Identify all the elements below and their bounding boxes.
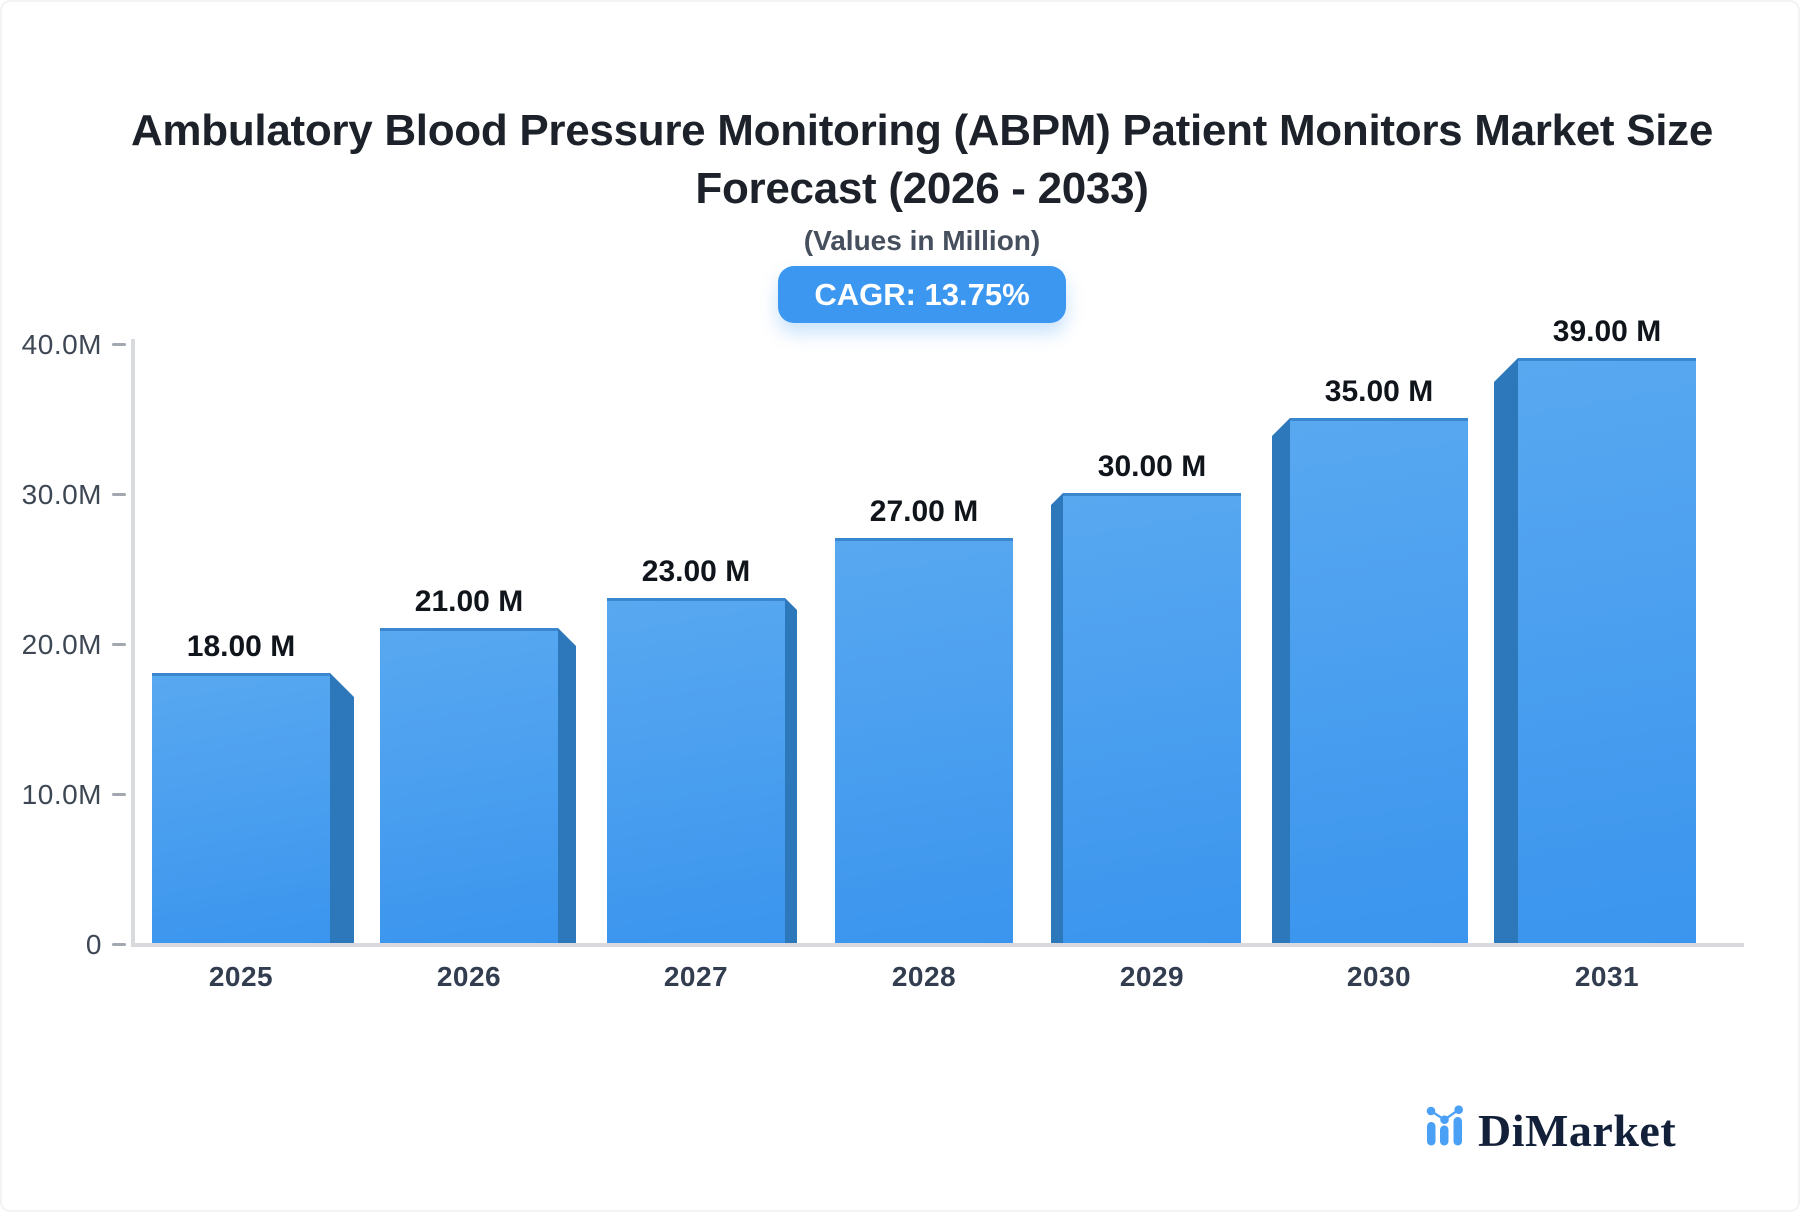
y-axis-tick [112,793,126,796]
bar-2028[interactable] [835,538,1013,943]
bar-2029[interactable] [1063,493,1241,943]
bar-value-label: 39.00 M [1552,315,1662,348]
bar-2027[interactable] [607,598,785,943]
dimarket-logo-text: DiMarket [1478,1105,1677,1156]
x-axis-label: 2030 [1346,961,1412,992]
bar-chart-with-trendline-icon [1426,1105,1463,1146]
cagr-badge: CAGR: 13.75% [778,266,1066,323]
x-axis-label: 2026 [436,961,502,992]
y-axis-label: 20.0M [21,629,102,660]
chart-header: Ambulatory Blood Pressure Monitoring (AB… [46,102,1798,323]
bar-2031[interactable] [1518,358,1696,943]
chart-subtitle: (Values in Million) [803,225,1041,256]
x-axis-label: 2029 [1119,961,1185,992]
dimarket-logo: DiMarket [1425,1100,1676,1154]
bar-value-label: 30.00 M [1097,450,1207,483]
bar-value-label: 21.00 M [414,585,524,618]
bar-value-label: 27.00 M [869,495,979,528]
x-axis-label: 2031 [1574,961,1640,992]
bar-side-face [1051,493,1063,943]
y-axis-tick [112,343,126,346]
bar-value-label: 18.00 M [186,630,296,663]
bar-side-face [330,673,354,943]
y-axis-label: 0 [85,929,102,960]
bar-side-face [1272,418,1290,943]
y-axis-tick [112,493,126,496]
chart-title: Ambulatory Blood Pressure Monitoring (AB… [46,102,1798,218]
x-axis-label: 2028 [891,961,957,992]
chart-title-line1: Ambulatory Blood Pressure Monitoring (AB… [130,106,1714,155]
x-axis-label: 2027 [663,961,729,992]
y-axis-label: 30.0M [21,479,102,510]
y-axis-label: 40.0M [21,329,102,360]
x-axis-line [131,943,1744,947]
bar-side-face [785,598,797,943]
y-axis-tick [112,943,126,946]
bar-value-label: 35.00 M [1324,375,1434,408]
chart-title-line2: Forecast (2026 - 2033) [695,164,1149,213]
y-axis-tick [112,643,126,646]
bar-side-face [1494,358,1518,943]
bar-value-label: 23.00 M [641,555,751,588]
x-axis-label: 2025 [208,961,274,992]
bar-side-face [558,628,576,943]
bar-2030[interactable] [1290,418,1468,943]
bar-2026[interactable] [380,628,558,943]
bar-2025[interactable] [152,673,330,943]
y-axis-line [131,339,135,947]
y-axis-label: 10.0M [21,779,102,810]
